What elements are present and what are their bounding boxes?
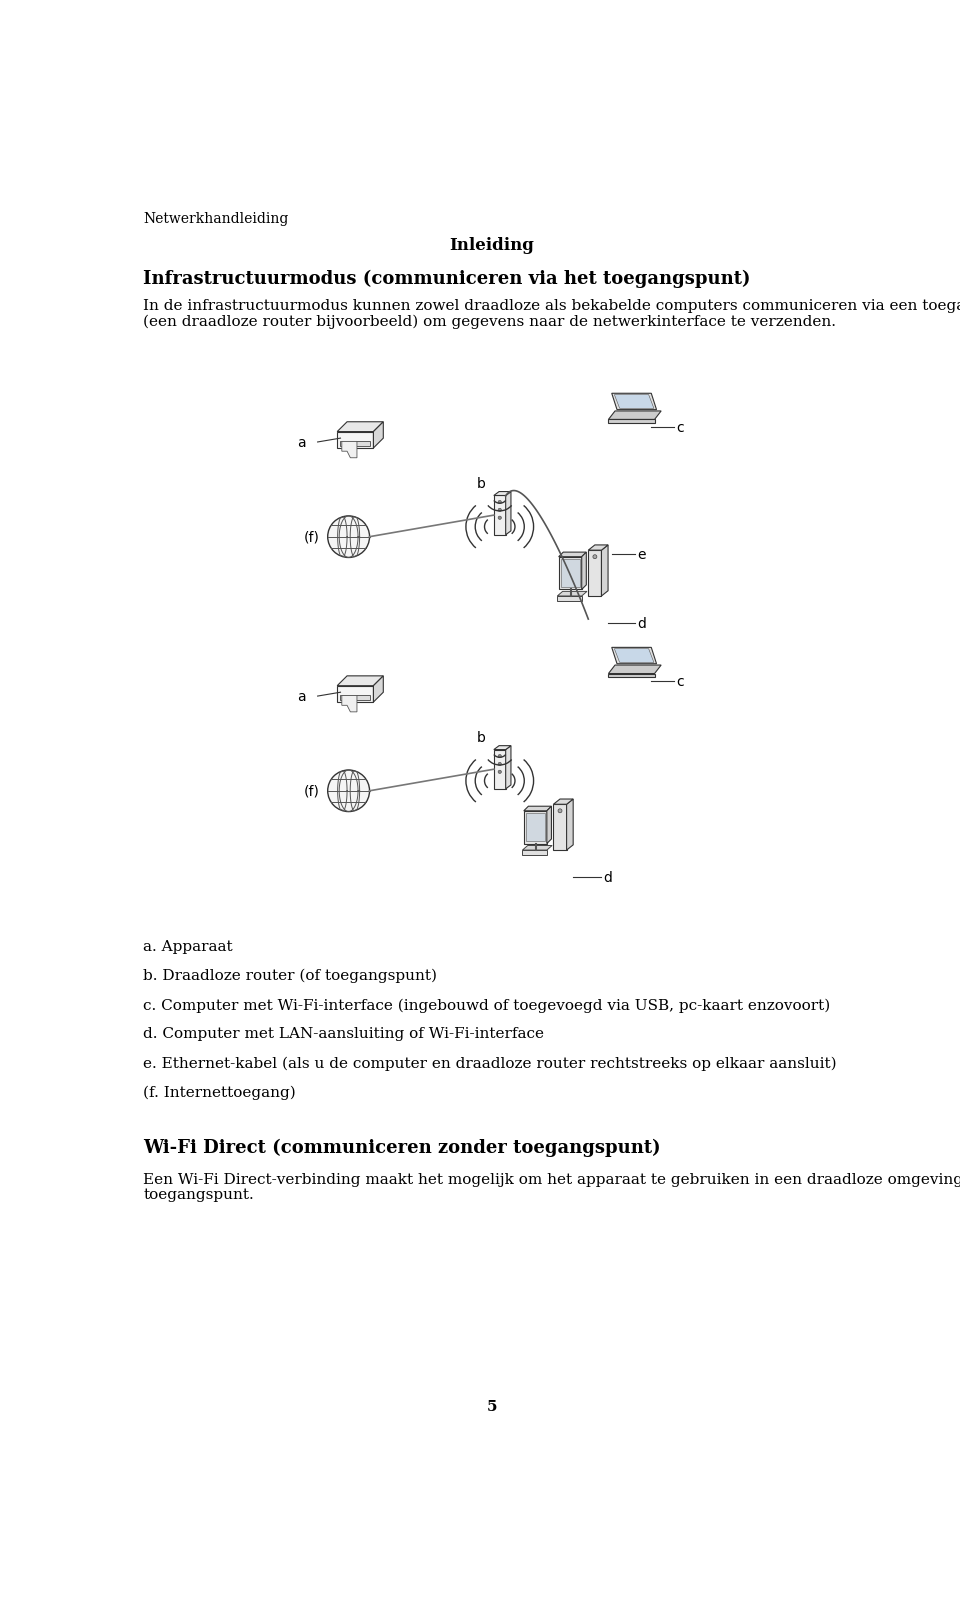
- Text: a: a: [298, 690, 306, 703]
- Text: b: b: [477, 477, 486, 491]
- Polygon shape: [337, 676, 383, 687]
- Circle shape: [498, 501, 501, 504]
- Polygon shape: [602, 546, 608, 597]
- Polygon shape: [588, 546, 608, 551]
- Text: c: c: [677, 421, 684, 435]
- Text: Een Wi-Fi Direct-verbinding maakt het mogelijk om het apparaat te gebruiken in e: Een Wi-Fi Direct-verbinding maakt het mo…: [143, 1172, 960, 1186]
- Polygon shape: [493, 493, 511, 496]
- Text: In de infrastructuurmodus kunnen zowel draadloze als bekabelde computers communi: In de infrastructuurmodus kunnen zowel d…: [143, 299, 960, 313]
- Polygon shape: [522, 846, 552, 851]
- Polygon shape: [561, 559, 580, 587]
- Polygon shape: [614, 650, 654, 663]
- Polygon shape: [559, 557, 582, 591]
- Text: b: b: [477, 730, 486, 745]
- Polygon shape: [609, 666, 661, 674]
- Polygon shape: [341, 441, 371, 446]
- Circle shape: [327, 517, 370, 559]
- Polygon shape: [506, 746, 511, 790]
- Circle shape: [558, 809, 562, 814]
- Polygon shape: [526, 814, 545, 841]
- Polygon shape: [612, 648, 657, 664]
- Polygon shape: [342, 697, 357, 713]
- Polygon shape: [553, 799, 573, 804]
- Text: d. Computer met LAN-aansluiting of Wi-Fi-interface: d. Computer met LAN-aansluiting of Wi-Fi…: [143, 1027, 544, 1040]
- Polygon shape: [566, 799, 573, 851]
- Text: (een draadloze router bijvoorbeeld) om gegevens naar de netwerkinterface te verz: (een draadloze router bijvoorbeeld) om g…: [143, 315, 836, 329]
- Text: Wi-Fi Direct (communiceren zonder toegangspunt): Wi-Fi Direct (communiceren zonder toegan…: [143, 1138, 660, 1156]
- Polygon shape: [524, 811, 547, 844]
- Text: a. Apparaat: a. Apparaat: [143, 939, 233, 953]
- Text: toegangspunt.: toegangspunt.: [143, 1188, 254, 1202]
- Polygon shape: [341, 697, 371, 701]
- Circle shape: [593, 555, 597, 559]
- Text: (f. Internettoegang): (f. Internettoegang): [143, 1085, 296, 1099]
- Circle shape: [498, 762, 501, 766]
- Polygon shape: [337, 432, 373, 449]
- Polygon shape: [524, 807, 551, 811]
- Polygon shape: [609, 674, 655, 677]
- Polygon shape: [337, 687, 373, 703]
- Polygon shape: [559, 552, 587, 557]
- Text: (f): (f): [304, 785, 320, 798]
- Polygon shape: [547, 807, 551, 844]
- Circle shape: [327, 770, 370, 812]
- Polygon shape: [609, 421, 655, 424]
- Circle shape: [498, 770, 501, 774]
- Polygon shape: [493, 746, 511, 750]
- Text: c: c: [677, 674, 684, 689]
- Polygon shape: [553, 804, 566, 851]
- Text: d: d: [603, 870, 612, 884]
- Polygon shape: [582, 552, 587, 591]
- Text: d: d: [637, 616, 647, 631]
- Polygon shape: [558, 592, 587, 597]
- Text: (f): (f): [304, 530, 320, 544]
- Text: e: e: [637, 547, 646, 562]
- Polygon shape: [493, 750, 506, 790]
- Polygon shape: [588, 551, 602, 597]
- Circle shape: [498, 509, 501, 512]
- Polygon shape: [337, 422, 383, 432]
- Polygon shape: [506, 493, 511, 536]
- Polygon shape: [373, 676, 383, 703]
- Polygon shape: [609, 412, 661, 421]
- Text: Inleiding: Inleiding: [449, 238, 535, 254]
- Text: a: a: [298, 435, 306, 449]
- Text: 5: 5: [487, 1400, 497, 1412]
- Text: c. Computer met Wi-Fi-interface (ingebouwd of toegevoegd via USB, pc-kaart enzov: c. Computer met Wi-Fi-interface (ingebou…: [143, 998, 830, 1011]
- Polygon shape: [493, 496, 506, 536]
- Polygon shape: [373, 422, 383, 449]
- Text: Infrastructuurmodus (communiceren via het toegangspunt): Infrastructuurmodus (communiceren via he…: [143, 270, 751, 287]
- Circle shape: [498, 517, 501, 520]
- Polygon shape: [612, 393, 657, 411]
- Text: Netwerkhandleiding: Netwerkhandleiding: [143, 212, 289, 226]
- Polygon shape: [342, 441, 357, 459]
- Text: e. Ethernet-kabel (als u de computer en draadloze router rechtstreeks op elkaar : e. Ethernet-kabel (als u de computer en …: [143, 1056, 837, 1071]
- Polygon shape: [558, 597, 582, 602]
- Polygon shape: [522, 851, 547, 855]
- Circle shape: [498, 754, 501, 758]
- Polygon shape: [614, 395, 654, 409]
- Text: b. Draadloze router (of toegangspunt): b. Draadloze router (of toegangspunt): [143, 968, 437, 982]
